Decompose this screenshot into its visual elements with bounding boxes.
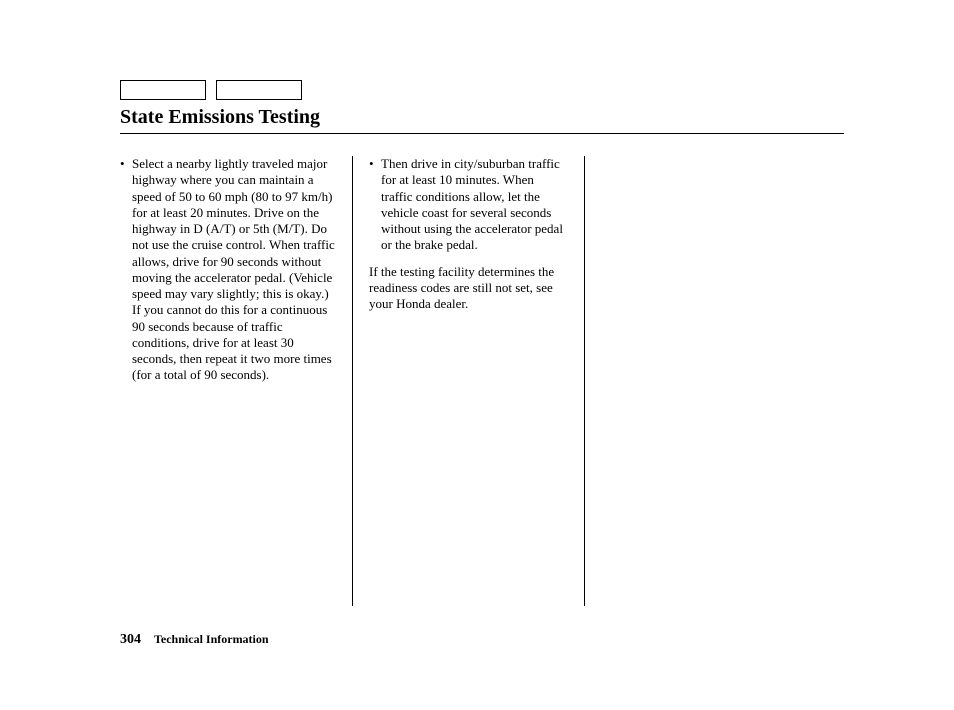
- title-rule: [120, 133, 844, 134]
- header-box-2: [216, 80, 302, 100]
- column-2: • Then drive in city/suburban traffic fo…: [352, 156, 584, 606]
- content-columns: • Select a nearby lightly traveled major…: [120, 156, 844, 606]
- bullet-item: • Then drive in city/suburban traffic fo…: [369, 156, 568, 254]
- bullet-item: • Select a nearby lightly traveled major…: [120, 156, 336, 384]
- bullet-text: Then drive in city/suburban traffic for …: [381, 156, 568, 254]
- header-box-1: [120, 80, 206, 100]
- body-paragraph: If the testing facility determines the r…: [369, 264, 568, 313]
- column-3: [584, 156, 816, 606]
- bullet-text: Select a nearby lightly traveled major h…: [132, 156, 336, 384]
- manual-page: State Emissions Testing • Select a nearb…: [0, 0, 954, 710]
- page-number: 304: [120, 632, 141, 647]
- header-boxes: [120, 80, 844, 100]
- bullet-mark: •: [120, 156, 132, 384]
- bullet-mark: •: [369, 156, 381, 254]
- page-footer: 304 Technical Information: [120, 632, 269, 648]
- page-title: State Emissions Testing: [120, 106, 844, 129]
- section-label: Technical Information: [154, 632, 269, 646]
- column-1: • Select a nearby lightly traveled major…: [120, 156, 352, 606]
